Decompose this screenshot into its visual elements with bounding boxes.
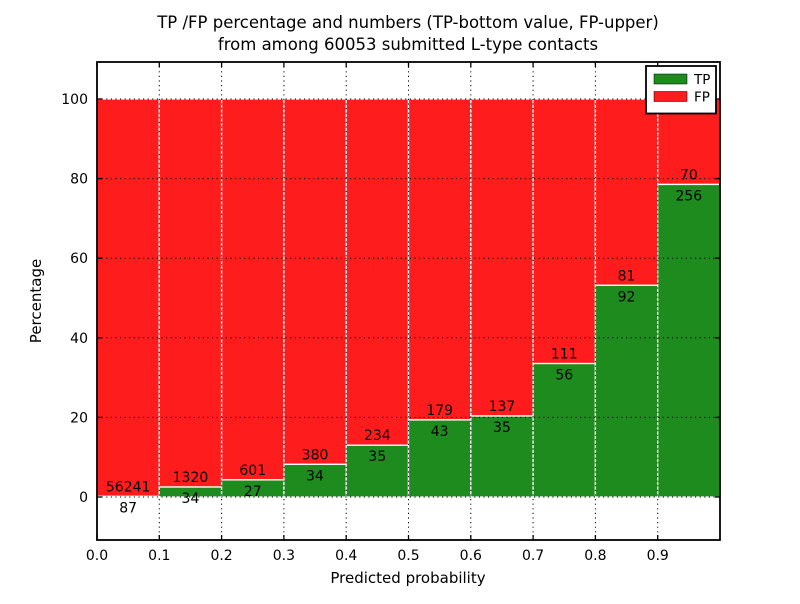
tp-count-label: 56 (555, 368, 573, 384)
x-tick-label: 0.2 (210, 548, 232, 564)
legend-swatch-tp (653, 73, 688, 85)
y-tick-label: 60 (70, 251, 88, 267)
legend-label-tp: TP (693, 72, 710, 88)
y-tick-label: 80 (70, 172, 88, 188)
x-tick-label: 0.6 (460, 548, 482, 564)
x-tick-label: 0.3 (273, 548, 295, 564)
bar-segment-tp (532, 362, 597, 498)
fp-count-label: 179 (426, 403, 453, 419)
fp-count-label: 380 (302, 447, 329, 463)
chart-title-line2: from among 60053 submitted L-type contac… (218, 35, 598, 54)
bar-segment-tp (345, 444, 410, 498)
bar-segment-fp (345, 98, 410, 446)
x-tick-label: 0.8 (584, 548, 606, 564)
tp-count-label: 35 (493, 420, 511, 436)
x-tick-label: 0.1 (148, 548, 170, 564)
bar-segment-fp (220, 98, 285, 481)
legend-label-fp: FP (694, 90, 710, 106)
y-tick-label: 20 (70, 410, 88, 426)
plot-area: 56241 87 1320 34 601 27 380 34 234 35 179 43 137 35 11… (61, 61, 721, 564)
fp-count-label: 137 (489, 399, 516, 415)
y-axis-label: Percentage (27, 259, 45, 343)
bar-segment-fp (470, 98, 534, 417)
bar-segment-fp (158, 98, 223, 488)
x-tick-label: 0.9 (647, 548, 669, 564)
x-axis-label: Predicted probability (330, 569, 485, 587)
bar-segment-fp (407, 98, 472, 421)
fp-count-label: 81 (618, 268, 636, 284)
legend-swatch-fp (653, 91, 688, 102)
tp-count-label: 256 (675, 188, 702, 204)
x-tick-label: 0.7 (522, 548, 544, 564)
y-tick-label: 100 (61, 92, 88, 108)
x-tick-label: 0.0 (86, 548, 108, 564)
tp-count-label: 34 (306, 468, 324, 484)
tp-count-label: 35 (368, 449, 386, 465)
y-tick-label: 40 (70, 331, 88, 347)
fp-count-label: 601 (239, 463, 266, 479)
y-tick-label: 0 (79, 490, 88, 506)
bar-segment-fp (532, 98, 597, 365)
tp-count-label: 27 (244, 484, 262, 500)
fp-count-label: 1320 (173, 470, 209, 486)
fp-count-label: 70 (680, 167, 698, 183)
x-tick-label: 0.5 (397, 548, 419, 564)
chart-title-line1: TP /FP percentage and numbers (TP-bottom… (156, 13, 659, 32)
bar-segment-tp (594, 284, 659, 498)
bar-segment-fp (594, 98, 659, 286)
fp-count-label: 234 (364, 428, 391, 444)
bar-segment-fp (96, 98, 160, 498)
tp-count-label: 43 (431, 424, 449, 440)
tp-count-label: 92 (618, 289, 636, 305)
fp-count-label: 111 (551, 347, 578, 363)
bar-segment-fp (283, 98, 347, 465)
fp-count-label: 56241 (106, 479, 151, 495)
tp-count-label: 34 (182, 491, 200, 507)
tp-count-label: 87 (119, 500, 137, 516)
x-tick-label: 0.4 (335, 548, 357, 564)
bar-segment-tp (657, 183, 721, 498)
